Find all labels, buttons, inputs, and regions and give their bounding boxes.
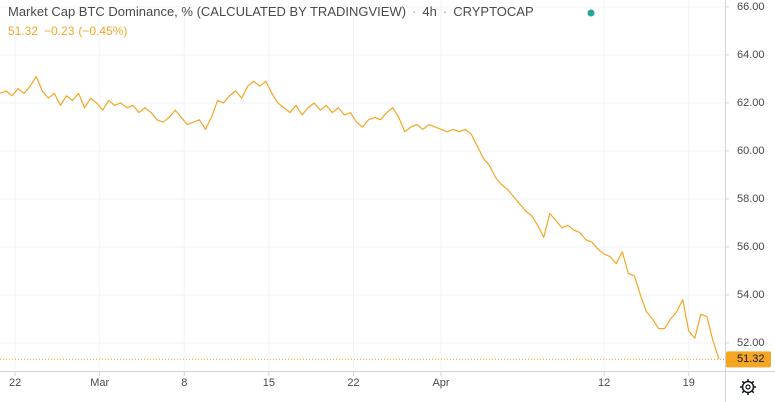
- interval: 4h: [422, 4, 436, 19]
- y-tick-label: 62.00: [737, 97, 765, 109]
- x-tick-label: 22: [347, 377, 359, 389]
- gear-teeth[interactable]: [740, 379, 756, 395]
- last-value: 51.32: [8, 24, 38, 38]
- change-percent: (−0.45%): [78, 24, 127, 38]
- y-tick-label: 64.00: [737, 49, 765, 61]
- separator: ·: [443, 4, 447, 19]
- x-tick-label: Apr: [432, 377, 449, 389]
- x-tick-label: Mar: [90, 377, 109, 389]
- market-status-dot[interactable]: [587, 9, 595, 17]
- plot: [0, 75, 725, 360]
- price-line: [0, 75, 720, 360]
- x-tick-label: 15: [263, 377, 275, 389]
- axes: 52.00 54.00 56.00 58.00 60.00 62.00 64.00 66.00…: [9, 1, 771, 389]
- settings-icon[interactable]: [740, 379, 756, 395]
- change: −0.23: [44, 24, 75, 38]
- symbol-title: Market Cap BTC Dominance, % (CALCULATED …: [8, 4, 406, 19]
- y-tick-label: 66.00: [737, 1, 765, 13]
- source: CRYPTOCAP: [453, 4, 533, 19]
- gear-hub[interactable]: [745, 384, 751, 390]
- last-price-box: [726, 351, 771, 368]
- x-tick-label: 19: [683, 377, 695, 389]
- y-tick-label: 60.00: [737, 145, 765, 157]
- separator: ·: [412, 4, 416, 19]
- y-tick-label: 56.00: [737, 241, 765, 253]
- y-tick-label: 58.00: [737, 193, 765, 205]
- x-tick-label: 22: [9, 377, 21, 389]
- y-tick-label: 54.00: [737, 289, 765, 301]
- x-tick-label: 8: [181, 377, 187, 389]
- x-tick-label: 12: [598, 377, 610, 389]
- legend-values: 51.32 −0.23 (−0.45%): [8, 24, 127, 38]
- last-price-label: 51.32: [737, 353, 765, 365]
- header: Market Cap BTC Dominance, % (CALCULATED …: [8, 4, 534, 19]
- y-tick-label: 52.00: [737, 337, 765, 349]
